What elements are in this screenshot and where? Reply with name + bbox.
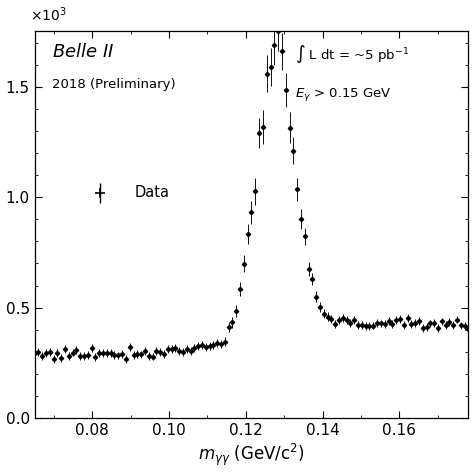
Text: 2018 (Preliminary): 2018 (Preliminary): [52, 78, 175, 91]
X-axis label: $m_{\gamma\gamma}$ (GeV/c$^2$): $m_{\gamma\gamma}$ (GeV/c$^2$): [198, 442, 305, 468]
Text: $\times10^3$: $\times10^3$: [30, 5, 67, 24]
Text: $\int$ L dt = ~5 pb$^{-1}$: $\int$ L dt = ~5 pb$^{-1}$: [295, 43, 409, 65]
Text: Data: Data: [134, 185, 169, 200]
Text: $E_{\gamma}$ > 0.15 GeV: $E_{\gamma}$ > 0.15 GeV: [295, 86, 392, 102]
Text: $\mathbf{\mathit{Belle\ II}}$: $\mathbf{\mathit{Belle\ II}}$: [52, 43, 114, 61]
